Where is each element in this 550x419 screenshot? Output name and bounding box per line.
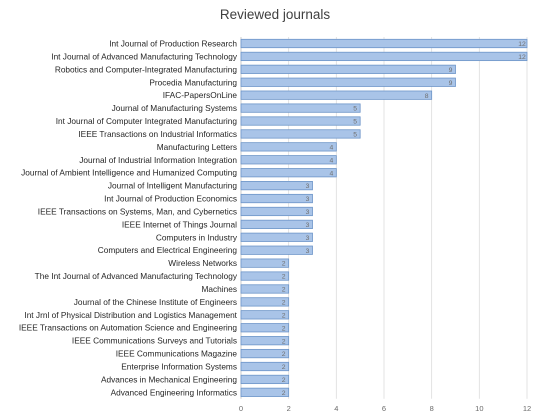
bar	[240, 77, 456, 87]
bar	[240, 90, 433, 100]
x-tick-label: 0	[239, 404, 243, 413]
data-label: 2	[282, 338, 286, 345]
category-label: The Int Journal of Advanced Manufacturin…	[35, 271, 238, 281]
category-label: Manufacturing Letters	[157, 142, 237, 152]
category-label: Journal of the Chinese Institute of Engi…	[74, 297, 237, 307]
category-labels: Int Journal of Production Research Int Jo…	[19, 39, 238, 398]
category-label: IFAC-PapersOnLine	[163, 90, 238, 100]
category-label: IEEE Internet of Things Journal	[122, 219, 237, 229]
data-label: 2	[282, 364, 286, 371]
data-label: 5	[353, 119, 357, 126]
category-label: IEEE Communications Surveys and Tutorial…	[72, 336, 237, 346]
bar	[240, 142, 337, 152]
bar	[240, 232, 313, 242]
x-tick-label: 10	[475, 404, 483, 413]
bar	[240, 219, 313, 229]
data-label: 4	[329, 157, 333, 164]
data-label: 2	[282, 390, 286, 397]
category-label: Advances in Mechanical Engineering	[101, 374, 237, 384]
category-label: Int Journal of Production Research	[109, 39, 237, 49]
bar	[240, 387, 290, 397]
category-label: Int Jrnl of Physical Distribution and Lo…	[24, 310, 237, 320]
bar	[240, 336, 290, 346]
category-label: Robotics and Computer-Integrated Manufac…	[55, 64, 238, 74]
category-label: Journal of Intelligent Manufacturing	[108, 181, 238, 191]
bars	[240, 38, 528, 397]
category-label: Computers and Electrical Engineering	[98, 245, 238, 255]
data-label: 4	[329, 144, 333, 151]
category-label: IEEE Transactions on Industrial Informat…	[78, 129, 237, 139]
bar	[240, 181, 313, 191]
data-label: 5	[353, 132, 357, 139]
category-label: Int Journal of Computer Integrated Manuf…	[56, 116, 238, 126]
data-label: 2	[282, 261, 286, 268]
bar	[240, 51, 528, 62]
category-label: Wireless Networks	[168, 258, 237, 268]
data-label: 3	[306, 183, 310, 190]
data-label: 4	[329, 170, 333, 177]
bar	[240, 361, 290, 372]
category-label: Int Journal of Advanced Manufacturing Te…	[51, 51, 238, 61]
data-label: 2	[282, 300, 286, 307]
bar	[240, 64, 456, 74]
data-label: 9	[449, 80, 453, 87]
data-label: 8	[425, 93, 429, 100]
data-label: 2	[282, 312, 286, 319]
category-label: Computers in Industry	[156, 232, 238, 242]
category-label: Journal of Industrial Information Integr…	[79, 155, 237, 165]
bar	[240, 193, 313, 204]
category-label: Machines	[201, 284, 237, 294]
data-label: 3	[306, 248, 310, 255]
bar	[240, 206, 313, 217]
data-label: 5	[353, 106, 357, 113]
category-label: IEEE Transactions on Systems, Man, and C…	[38, 206, 237, 216]
bar	[240, 348, 290, 359]
bar	[240, 323, 290, 333]
category-label: IEEE Transactions on Automation Science …	[19, 323, 238, 333]
category-label: IEEE Communications Magazine	[116, 349, 238, 359]
bar	[240, 271, 290, 281]
data-label: 3	[306, 222, 310, 229]
data-label: 2	[282, 351, 286, 358]
x-tick-label: 6	[382, 404, 386, 413]
bar	[240, 168, 337, 178]
data-label: 12	[518, 54, 526, 61]
category-label: Enterprise Information Systems	[121, 362, 237, 372]
data-labels: 12 12 9 9 8 5 5 5 4 4 4 3 3 3 3 3 3 2 2 2 2 2 2 2 2 2 2 2	[282, 41, 526, 397]
data-label: 9	[449, 67, 453, 74]
data-label: 3	[306, 235, 310, 242]
data-label: 2	[282, 325, 286, 332]
data-label: 3	[306, 209, 310, 216]
bar	[240, 116, 361, 126]
data-label: 2	[282, 287, 286, 294]
x-tick-label: 2	[287, 404, 291, 413]
chart-title: Reviewed journals	[220, 7, 331, 22]
data-label: 2	[282, 274, 286, 281]
category-label: Int Journal of Production Economics	[104, 194, 237, 204]
data-label: 12	[518, 41, 526, 48]
bar	[240, 284, 290, 294]
bar	[240, 245, 313, 255]
x-tick-label: 4	[334, 404, 338, 413]
category-label: Journal of Ambient Intelligence and Huma…	[21, 168, 237, 178]
x-tick-label: 8	[430, 404, 434, 413]
bar	[240, 374, 290, 385]
category-label: Procedia Manufacturing	[149, 77, 237, 87]
bar	[240, 310, 290, 320]
bar	[240, 258, 290, 268]
bar	[240, 38, 528, 49]
category-label: Advanced Engineering Informatics	[111, 387, 237, 397]
category-label: Journal of Manufacturing Systems	[112, 103, 237, 113]
bar	[240, 297, 290, 307]
bar	[240, 129, 361, 139]
data-label: 3	[306, 196, 310, 203]
x-axis-ticks: 0 2 4 6 8 10 12	[239, 404, 531, 413]
data-label: 2	[282, 377, 286, 384]
bar	[240, 103, 361, 113]
bar	[240, 155, 337, 165]
x-tick-label: 12	[523, 404, 531, 413]
